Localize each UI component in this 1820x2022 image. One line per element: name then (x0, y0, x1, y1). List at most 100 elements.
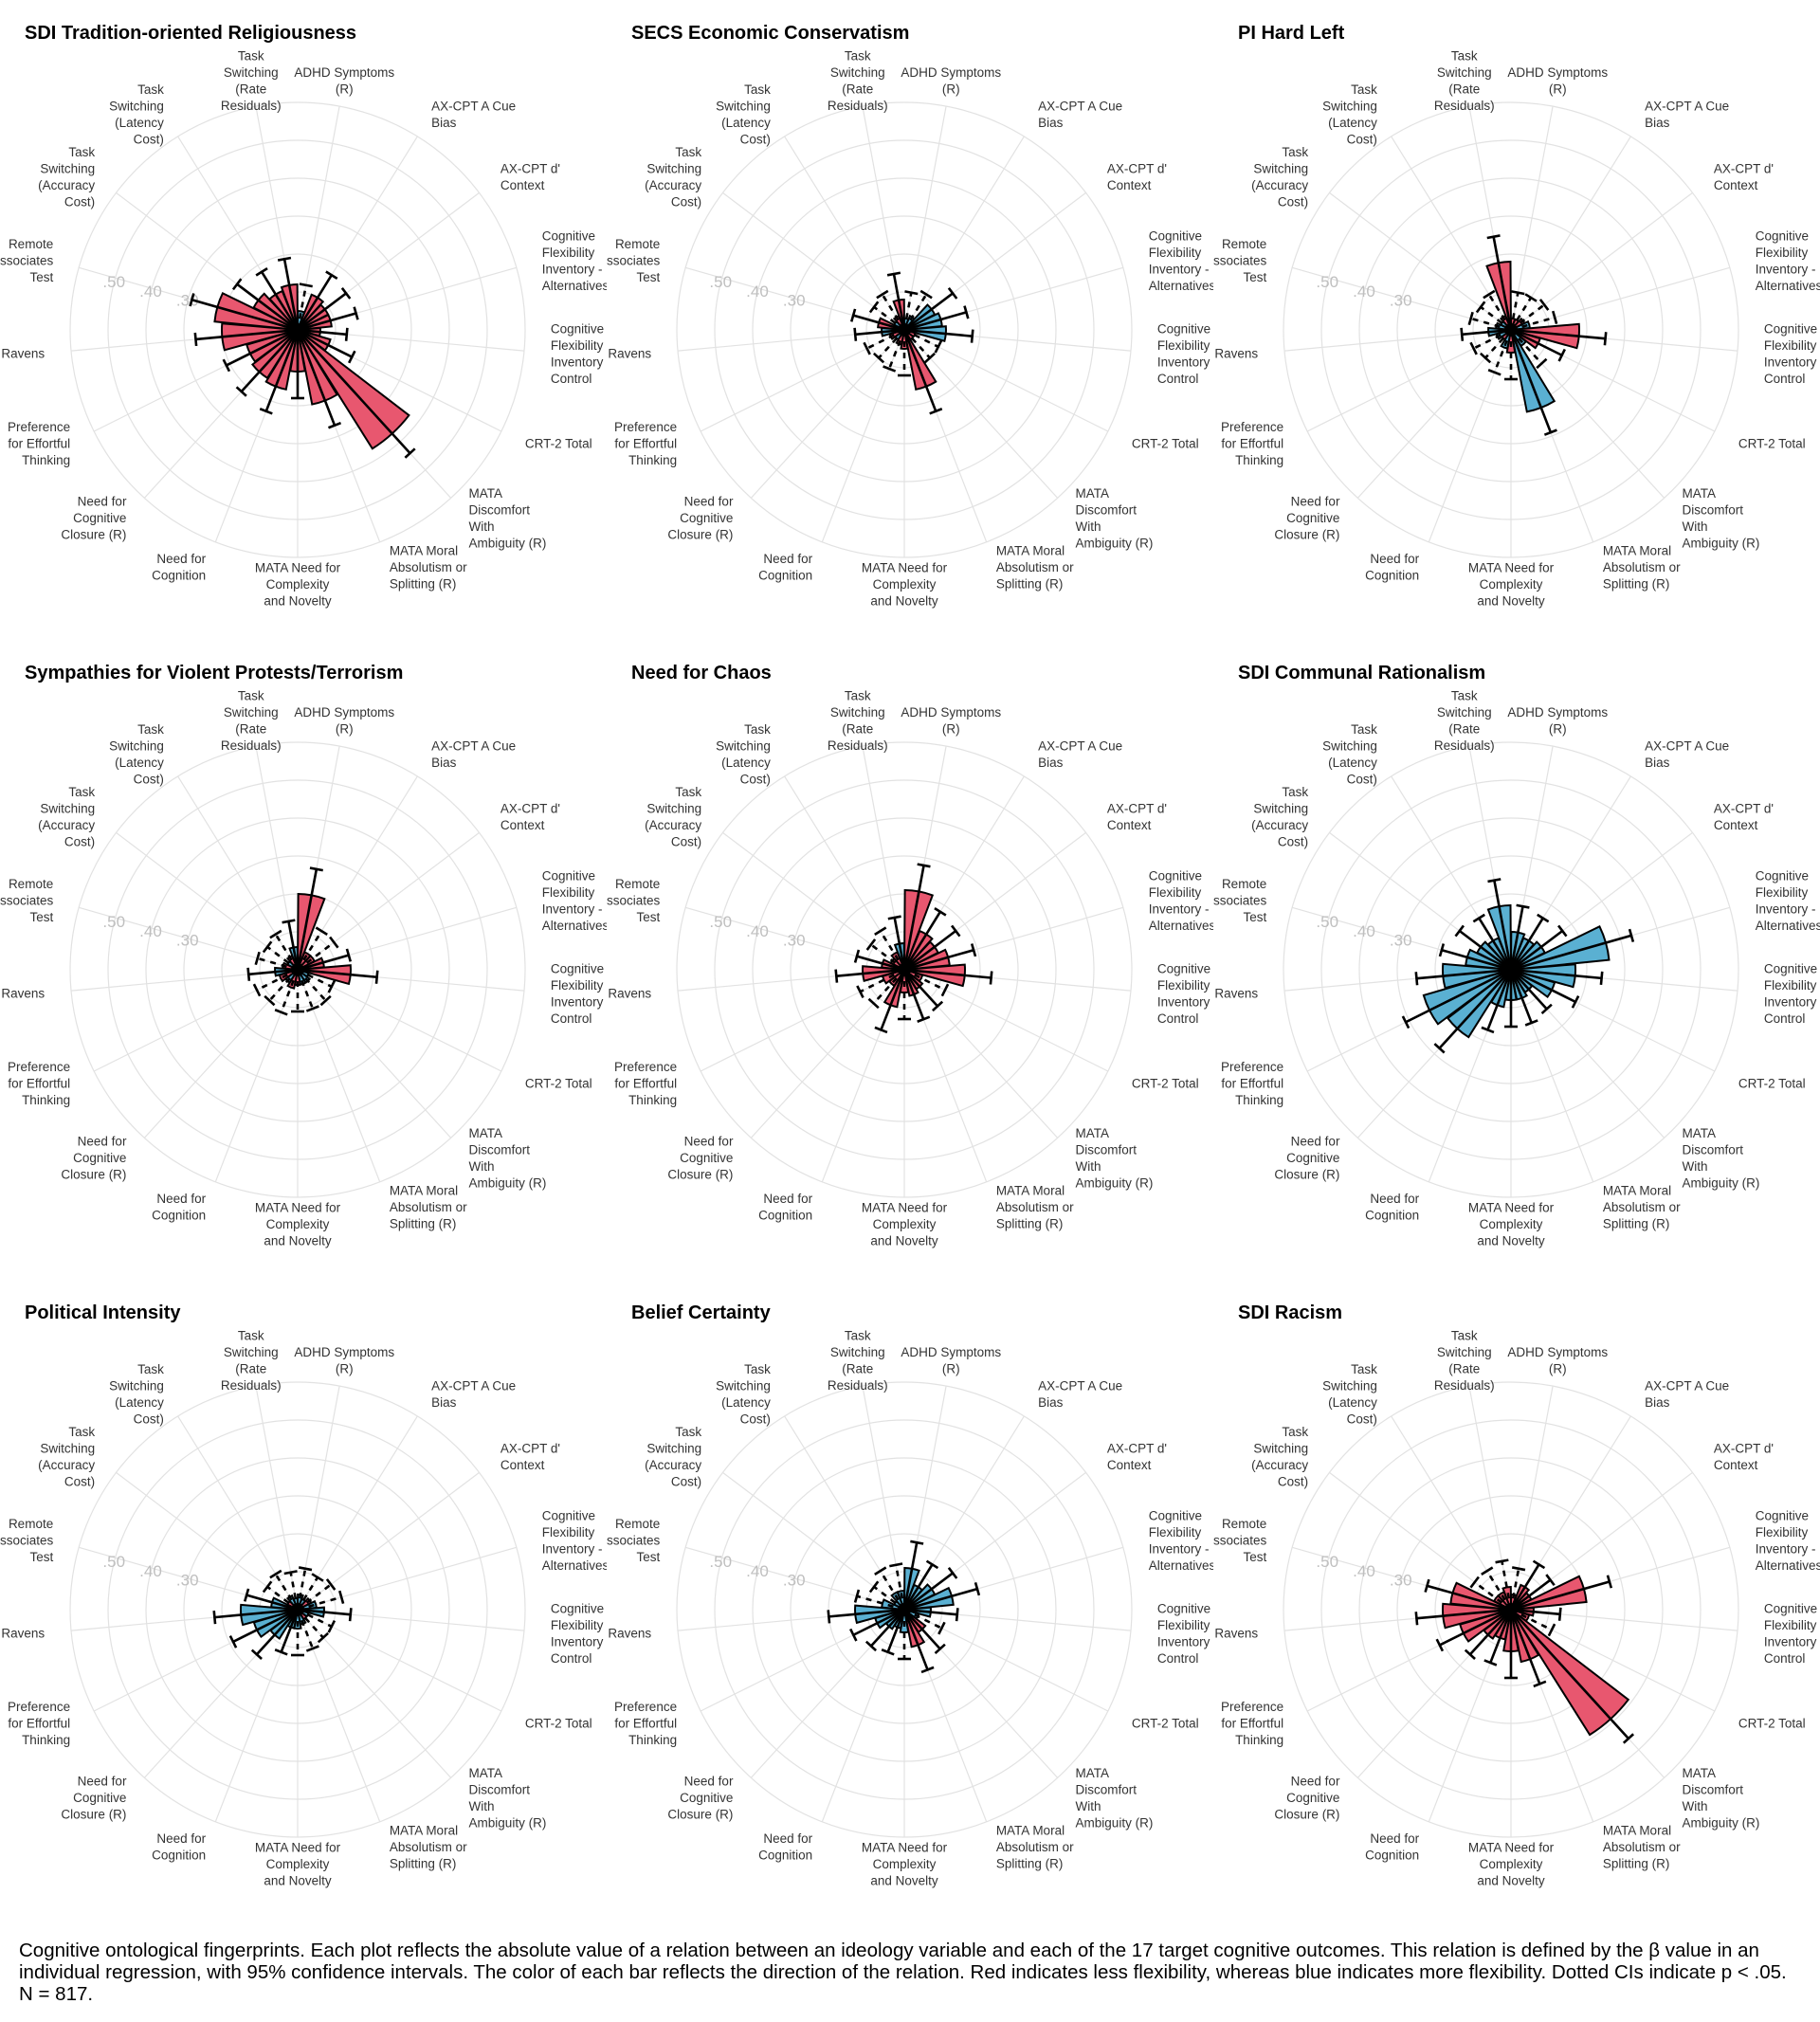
ci-whisker (282, 259, 300, 331)
ci-cap (228, 1635, 238, 1649)
ci-whisker (232, 1608, 299, 1644)
ci-cap (1483, 289, 1496, 300)
ci-cap (1475, 301, 1486, 314)
category-label: Preference for Effortful Thinking (1221, 1060, 1283, 1107)
category-label: AX-CPT A Cue Bias (1645, 99, 1729, 130)
ci-whisker (902, 969, 925, 1020)
ci-whisker (855, 328, 905, 337)
ci-cap (827, 1610, 831, 1624)
ci-cap (344, 327, 349, 341)
ci-cap (338, 1590, 345, 1604)
category-label: RemoteAssociatesTest (607, 237, 660, 284)
ci-cap (947, 1567, 958, 1579)
radial-tick-label: .40 (746, 282, 769, 301)
ci-whisker (1509, 917, 1544, 971)
category-label: AX-CPT d' Context (1714, 162, 1774, 193)
category-label: Need for Cognitive Closure (R) (1274, 1135, 1340, 1182)
category-label: MATA Discomfort With Ambiguity (R) (469, 1126, 547, 1191)
category-label: MATA Need for Complexity and Novelty (1468, 1201, 1555, 1248)
ci-cap (970, 329, 974, 343)
ci-whisker (902, 865, 925, 971)
ci-cap (931, 1000, 944, 1012)
ci-cap (1424, 1578, 1430, 1593)
category-label: RemoteAssociatesTest (607, 877, 660, 924)
ci-cap (1516, 903, 1530, 909)
radial-tick-label: .40 (139, 282, 162, 301)
ci-whisker (1510, 1609, 1629, 1740)
ci-cap (327, 1619, 337, 1633)
chart-panel-8: .30 .40 .50 ADHD Symptoms (R) AX-CPT A Cue Bia… (607, 1280, 1213, 1920)
ci-whisker (852, 314, 905, 332)
ci-cap (1557, 348, 1566, 362)
ci-cap (345, 948, 353, 962)
ci-cap (1538, 299, 1550, 311)
grid-spoke (750, 969, 905, 1139)
ci-whisker (902, 911, 942, 971)
ci-whisker (1510, 1608, 1560, 1616)
ci-whisker (1509, 1609, 1541, 1685)
ci-whisker (859, 968, 905, 993)
ci-cap (1472, 913, 1485, 923)
ci-whisker (297, 328, 347, 337)
ci-whisker (892, 273, 906, 331)
ci-cap (189, 293, 195, 307)
category-label: AX-CPT A Cue Bias (431, 1378, 516, 1410)
ci-cap (934, 1643, 946, 1655)
ci-cap (1454, 924, 1465, 938)
category-label: AX-CPT d' Context (1107, 162, 1167, 193)
category-label: ADHD Symptoms (R) (901, 65, 1001, 97)
ci-cap (874, 926, 887, 936)
category-label: Preference for Effortful Thinking (1221, 1700, 1283, 1747)
chart-title: Need for Chaos (631, 663, 772, 683)
category-label: Need for Cognitive Closure (R) (61, 495, 127, 542)
ci-cap (246, 967, 251, 981)
ci-whisker (1510, 1578, 1552, 1612)
radial-tick-label: .30 (176, 1572, 199, 1590)
ci-cap (1435, 1638, 1445, 1652)
category-label: MATA Moral Absolutism or Splitting (R) (996, 1823, 1074, 1870)
center-hub (898, 963, 911, 976)
category-label: MATA Moral Absolutism or Splitting (R) (390, 1823, 467, 1870)
chart-panel-3: .30 .40 .50 ADHD Symptoms (R) AX-CPT A Cue Bia… (1213, 0, 1820, 640)
category-label: AX-CPT A Cue Bias (1645, 738, 1729, 770)
ci-cap (274, 1009, 288, 1016)
ci-whisker (297, 329, 411, 454)
category-label: CRT-2 Total (525, 436, 592, 450)
ci-whisker (881, 293, 906, 331)
grid-spoke (297, 831, 480, 971)
category-label: Ravens (1214, 987, 1258, 1001)
category-label: RemoteAssociatesTest (1213, 877, 1266, 924)
ci-whisker (296, 969, 315, 1010)
ci-cap (919, 289, 933, 300)
ci-whisker (297, 941, 336, 972)
ci-whisker (1493, 880, 1513, 971)
ci-whisker (872, 969, 905, 1005)
ci-cap (1487, 369, 1502, 376)
center-hub (898, 323, 911, 337)
ci-whisker (1487, 293, 1513, 331)
ci-cap (317, 1631, 329, 1644)
category-label: Cognitive Flexibility Inventory -Alternati… (1756, 868, 1820, 933)
ci-cap (262, 940, 273, 954)
chart-panel-7: .30 .40 .50 ADHD Symptoms (R) AX-CPT A Cue Bia… (0, 1280, 607, 1920)
radial-tick-label: .30 (176, 932, 199, 950)
chart-title: SDI Communal Rationalism (1238, 663, 1486, 683)
category-label: Need for Cognitive Closure (R) (667, 1135, 734, 1182)
category-label: MATA Need for Complexity and Novelty (862, 561, 948, 609)
ci-cap (876, 289, 889, 300)
chart-panel-2: .30 .40 .50 ADHD Symptoms (R) AX-CPT A Cue Bia… (607, 0, 1213, 640)
ci-cap (325, 270, 338, 280)
category-label: AX-CPT A Cue Bias (1645, 1378, 1729, 1410)
chart-panel-4: .30 .40 .50 ADHD Symptoms (R) AX-CPT A Cue Bia… (0, 640, 607, 1280)
ci-cap (989, 971, 993, 985)
category-label: AX-CPT A Cue Bias (431, 99, 516, 130)
chart-title: PI Hard Left (1238, 23, 1345, 44)
ci-cap (1557, 924, 1568, 938)
category-label: Need for Cognition (1365, 552, 1420, 583)
ci-whisker (297, 1583, 332, 1612)
ci-whisker (297, 968, 377, 979)
radial-tick-label: .30 (783, 932, 806, 950)
grid-spoke (297, 969, 381, 1183)
ci-cap (1464, 1649, 1476, 1660)
category-label: Cognitive Flexibility Inventory -Control (551, 1601, 607, 1666)
